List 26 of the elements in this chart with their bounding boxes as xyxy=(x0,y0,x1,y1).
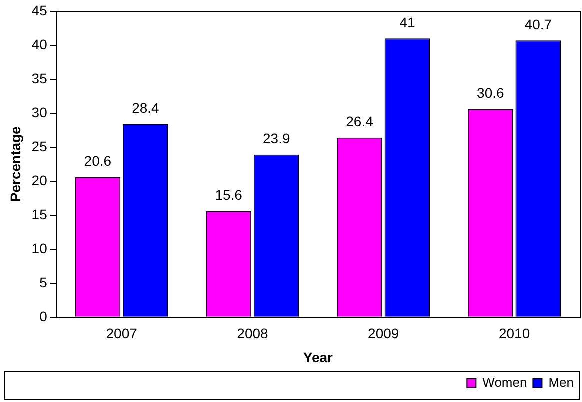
y-tick-label: 0 xyxy=(40,308,48,324)
data-label: 40.7 xyxy=(524,16,552,32)
y-axis-title: Percentage xyxy=(7,126,24,202)
data-label: 15.6 xyxy=(215,187,243,204)
y-tick-label: 5 xyxy=(40,274,48,290)
y-tick-label: 40 xyxy=(32,36,48,52)
y-tick-label: 20 xyxy=(32,172,48,188)
x-tick-label: 2010 xyxy=(498,326,530,342)
data-label: 20.6 xyxy=(84,153,112,170)
y-tick-label: 25 xyxy=(32,138,48,154)
y-tick-label: 30 xyxy=(32,104,48,120)
data-label: 26.4 xyxy=(346,114,374,130)
y-tick-label: 15 xyxy=(32,206,48,222)
x-tick-label: 2009 xyxy=(368,326,400,342)
x-axis-title: Year xyxy=(303,349,334,366)
x-tick-label: 2007 xyxy=(106,326,138,342)
y-tick-label: 10 xyxy=(32,240,48,256)
legend-label: Women xyxy=(482,375,528,390)
y-tick-label: 35 xyxy=(32,70,48,86)
data-label: 23.9 xyxy=(263,130,290,147)
legend-label: Men xyxy=(548,375,574,390)
x-tick-label: 2008 xyxy=(237,326,269,342)
y-tick-label: 45 xyxy=(32,2,48,18)
data-label: 41 xyxy=(400,14,416,30)
data-label: 30.6 xyxy=(477,85,504,102)
data-label: 28.4 xyxy=(132,100,160,116)
